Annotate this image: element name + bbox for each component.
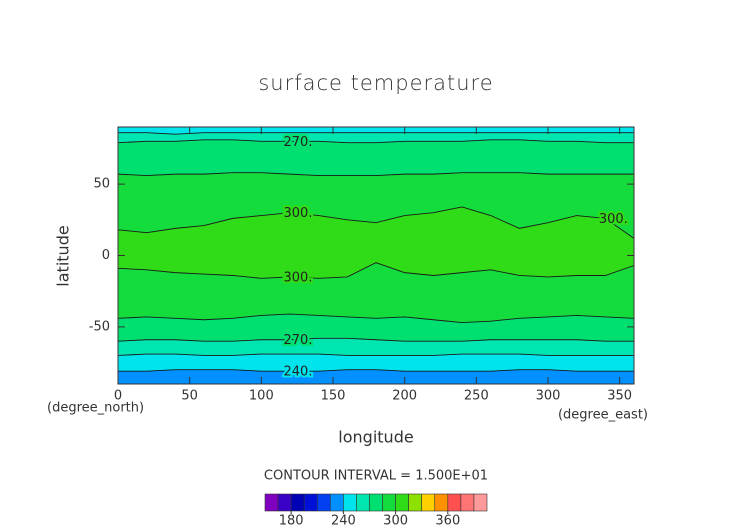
contour-interval: CONTOUR INTERVAL = 1.500E+01 — [264, 469, 488, 484]
colorbar-tick-label: 300 — [383, 514, 408, 529]
contour-label: 300. — [284, 270, 313, 285]
contour-line — [117, 337, 634, 342]
y-unit: (degree_north) — [47, 401, 144, 416]
contour-lines: 270. 300. 300. 300. 270. 240. — [117, 132, 635, 382]
colorbar-tick-label: 180 — [279, 514, 304, 529]
colorbar-tick-label: 360 — [435, 514, 460, 529]
chart-title: surface temperature — [258, 71, 493, 95]
x-tick-label: 0 — [114, 389, 122, 404]
colorbar-box — [329, 493, 344, 512]
contour-label: 270. — [284, 333, 313, 348]
x-tick-label: 250 — [464, 389, 489, 404]
axes: 0 50 100 150 200 250 300 350 -50 0 50 — [89, 126, 635, 404]
colorbar-box — [277, 493, 292, 512]
y-tick-label: 0 — [102, 248, 110, 263]
colorbar-box — [447, 493, 462, 512]
contour-fill — [117, 353, 635, 372]
colorbar-box — [382, 493, 396, 512]
colorbar-box — [290, 493, 305, 512]
colorbar-box — [356, 493, 370, 512]
colorbar-box — [369, 493, 383, 512]
y-tick-label: 50 — [93, 177, 110, 192]
x-tick-label: 300 — [536, 389, 561, 404]
contour-line — [118, 369, 634, 372]
x-tick-label: 50 — [181, 389, 198, 404]
contour-line — [117, 313, 635, 324]
x-tick-label: 150 — [321, 389, 346, 404]
contour-line — [117, 139, 634, 144]
contour-line — [117, 172, 634, 176]
contour-label: 240. — [284, 365, 313, 380]
x-tick-label: 100 — [249, 389, 274, 404]
contour-line — [117, 206, 635, 239]
contour-line — [117, 353, 634, 356]
y-tick-label: -50 — [89, 319, 110, 334]
x-tick-label: 350 — [607, 389, 632, 404]
colorbar-box — [421, 493, 436, 512]
contour-fill — [117, 369, 635, 385]
contour-line — [117, 262, 635, 279]
colorbar-box — [408, 493, 423, 512]
colorbar-tick-label: 240 — [331, 514, 356, 529]
contour-label: 300. — [284, 206, 313, 221]
colorbar-box — [316, 493, 331, 512]
contour-fill — [117, 139, 635, 176]
contour-label: 270. — [284, 135, 313, 150]
colorbar-box — [395, 493, 409, 512]
colorbar-box — [460, 493, 475, 512]
contour-label: 300. — [599, 212, 628, 227]
x-unit: (degree_east) — [558, 408, 648, 423]
colorbar-box — [434, 493, 449, 512]
fills — [117, 126, 635, 385]
x-axis-title: longitude — [338, 428, 413, 447]
y-axis-title: latitude — [54, 225, 73, 286]
colorbar-box — [264, 493, 279, 512]
x-tick-label: 200 — [392, 389, 417, 404]
colorbar-box — [303, 493, 318, 512]
colorbar-box — [473, 493, 488, 512]
colorbar-box — [343, 493, 357, 512]
